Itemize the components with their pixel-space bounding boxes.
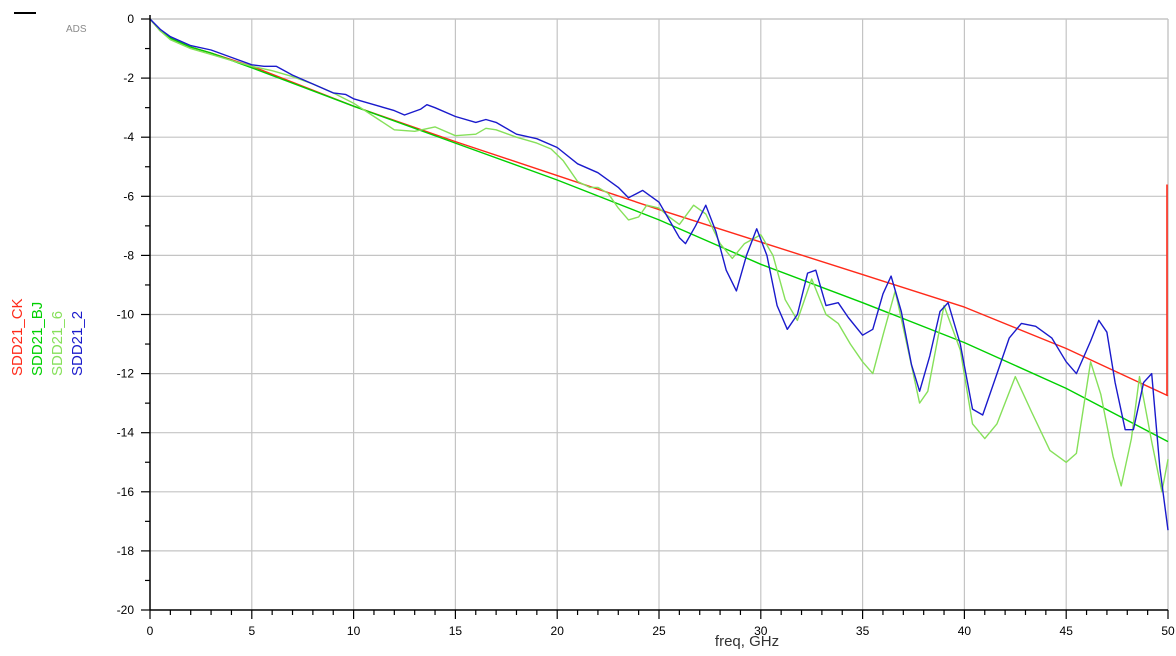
x-axis-label: freq, GHz (714, 633, 780, 650)
grid-layer (150, 18, 1169, 610)
axes-layer: 0 -2 -4 -6 -8 -10 -12 -14 -16 -18 -20 0 5 10 15 20 25 30 3… (117, 12, 1175, 638)
x-tick-label: 50 (1161, 624, 1175, 638)
y-tick-label: -20 (117, 603, 135, 617)
x-tick-label: 35 (856, 624, 870, 638)
window-corner-mark (14, 0, 36, 14)
y-tick-label: -6 (123, 189, 134, 203)
y-tick-label: -8 (123, 248, 134, 262)
series-line-sdd21-2 (149, 18, 1169, 531)
x-tick-label: 20 (551, 624, 565, 638)
x-tick-label: 15 (449, 624, 463, 638)
y-tick-label: 0 (127, 12, 134, 26)
y-tick-label: -18 (117, 544, 135, 558)
x-tick-label: 5 (248, 624, 255, 638)
y-tick-label: -14 (117, 426, 135, 440)
y-tick-label: -16 (117, 485, 135, 499)
y-tick-label: -4 (123, 130, 134, 144)
x-tick-label: 45 (1060, 624, 1074, 638)
series-line-sdd21-6 (149, 18, 1169, 493)
y-tick-label: -12 (117, 367, 135, 381)
series-layer (149, 18, 1169, 531)
x-tick-label: 40 (958, 624, 972, 638)
ads-watermark: ADS (66, 24, 87, 35)
x-tick-label: 25 (652, 624, 666, 638)
y-tick-label: -10 (117, 308, 135, 322)
y-tick-label: -2 (123, 71, 134, 85)
x-tick-label: 10 (347, 624, 361, 638)
x-tick-label: 0 (147, 624, 154, 638)
x-tick-label: 30 (754, 624, 768, 638)
series-line-sdd21-bj (149, 18, 1169, 443)
